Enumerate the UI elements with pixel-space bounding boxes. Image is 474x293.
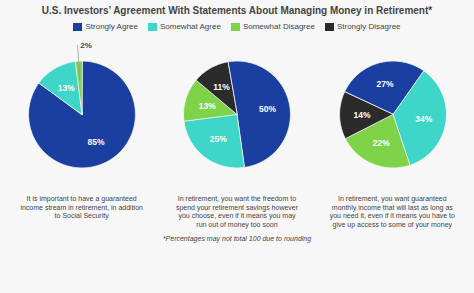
svg-text:14%: 14%	[353, 110, 370, 120]
svg-text:85%: 85%	[88, 137, 105, 147]
html-text:Somewhat Agree: Somewhat Agree	[160, 22, 221, 31]
svg-text:13%: 13%	[58, 83, 75, 93]
svg-text:2%: 2%	[80, 41, 92, 50]
svg-text:22%: 22%	[373, 138, 390, 148]
html-text:It is important to have a guar: It is important to have a guaranteed inc…	[20, 195, 143, 220]
svg-text:11%: 11%	[214, 82, 231, 92]
svg-text:50%: 50%	[260, 104, 277, 114]
svg-text:27%: 27%	[376, 79, 393, 89]
html-text:U.S. Investors’ Agreement With: U.S. Investors’ Agreement With Statement…	[41, 5, 433, 16]
html-text:In retirement, you want guaran: In retirement, you want guaranteed month…	[329, 195, 455, 228]
svg-text:34%: 34%	[415, 114, 432, 124]
html-text:Strongly Disagree: Strongly Disagree	[336, 22, 401, 31]
svg-text:13%: 13%	[199, 100, 216, 110]
svg-text:25%: 25%	[210, 134, 227, 144]
html-text:*Percentages may not total 100: *Percentages may not total 100 due to ro…	[162, 235, 312, 243]
html-text:Strongly Agree: Strongly Agree	[85, 22, 138, 31]
html-text:Somewhat Disagree: Somewhat Disagree	[242, 22, 315, 31]
html-text:In retirement, you want the fr: In retirement, you want the freedom to s…	[175, 195, 299, 228]
